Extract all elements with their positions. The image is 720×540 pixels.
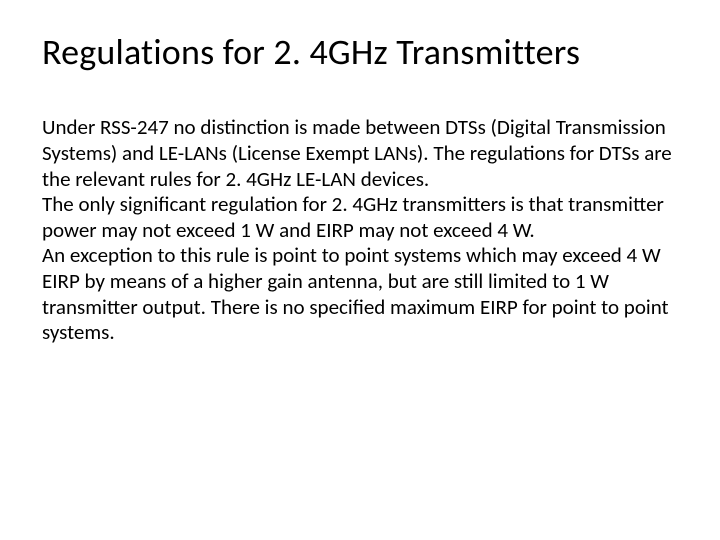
- slide-title: Regulations for 2. 4GHz Transmitters: [42, 32, 678, 73]
- slide: Regulations for 2. 4GHz Transmitters Und…: [0, 0, 720, 540]
- body-paragraph: An exception to this rule is point to po…: [42, 243, 678, 345]
- body-paragraph: Under RSS-247 no distinction is made bet…: [42, 115, 678, 192]
- body-paragraph: The only significant regulation for 2. 4…: [42, 192, 678, 243]
- slide-body: Under RSS-247 no distinction is made bet…: [42, 115, 678, 345]
